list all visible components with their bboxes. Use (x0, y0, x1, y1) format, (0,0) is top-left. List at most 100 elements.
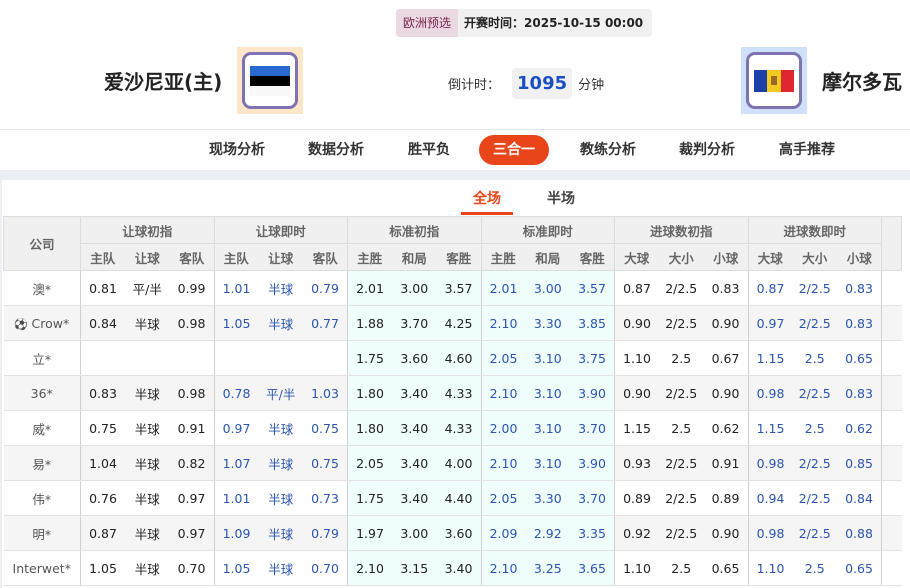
odds-cell: 3.70 (570, 410, 615, 446)
overflow-column-header (881, 216, 902, 271)
odds-cell: 2.01 (480, 270, 526, 306)
odds-cell: 4.60 (436, 340, 481, 376)
home-team-name[interactable]: 爱沙尼亚(主) (104, 70, 223, 94)
odds-cell: 0.97 (747, 305, 793, 341)
subtab-full-match[interactable]: 全场 (461, 186, 513, 215)
odds-cell: 2.09 (480, 515, 526, 551)
odds-cell: 0.62 (837, 410, 882, 446)
nav-tab-expert[interactable]: 高手推荐 (779, 142, 835, 158)
odds-cell (213, 340, 259, 376)
company-cell[interactable]: 伟* (3, 480, 81, 516)
countdown: 倒计时： 1095 分钟 (448, 68, 604, 99)
company-cell[interactable]: 明* (3, 515, 81, 551)
odds-cell: 半球 (258, 480, 303, 516)
odds-cell: 0.73 (303, 480, 348, 516)
odds-table: 公司 让球初指 让球即时 标准初指 标准即时 进球数初指 进球数即时 主队 让球 客队 主队 让球客… (3, 216, 902, 586)
table-row[interactable]: 伟* 0.76 半球 0.97 1.01 半球 0.73 1.75 3.40 4.40 2.05 3.… (3, 480, 902, 516)
odds-cell: 0.98 (169, 305, 214, 341)
sub-header: 主胜 (347, 243, 393, 271)
odds-cell (125, 340, 170, 376)
company-name: 威* (32, 421, 52, 437)
company-cell[interactable]: 威* (3, 410, 81, 446)
nav-tab-live[interactable]: 现场分析 (209, 142, 265, 158)
sub-header: 主队 (80, 243, 126, 271)
odds-cell: 3.40 (392, 480, 437, 516)
table-row[interactable]: Interwet* 1.05 半球 0.70 1.05 半球 0.70 2.10 3.15 3.4… (3, 550, 902, 586)
odds-cell: 0.87 (747, 270, 793, 306)
odds-cell: 2.5 (792, 410, 837, 446)
subtab-half-match[interactable]: 半场 (547, 191, 575, 207)
odds-cell: 2/2.5 (659, 480, 704, 516)
odds-cell: 1.75 (347, 340, 392, 376)
nav-tab-data[interactable]: 数据分析 (308, 142, 364, 158)
away-team-name[interactable]: 摩尔多瓦 (822, 70, 902, 94)
sub-header: 小球 (836, 243, 882, 271)
table-row[interactable]: 易* 1.04 半球 0.82 1.07 半球 0.75 2.05 3.40 4.00 2.10 3.… (3, 445, 902, 481)
odds-cell: 2.5 (792, 550, 837, 586)
kickoff-time: 开赛时间：2025-10-15 00:00 (458, 9, 653, 37)
overflow-cell (881, 550, 902, 586)
odds-cell: 2.10 (480, 445, 526, 481)
company-name: 易* (32, 456, 52, 472)
odds-cell: 1.01 (213, 270, 259, 306)
odds-cell: 3.15 (392, 550, 437, 586)
odds-cell: 半球 (125, 515, 170, 551)
nav-tab-1x2[interactable]: 胜平负 (408, 142, 450, 158)
table-row[interactable]: ⚽ Crow* 0.84 半球 0.98 1.05 半球 0.77 1.88 3.70 4.25 2… (3, 305, 902, 341)
odds-cell: 半球 (258, 410, 303, 446)
odds-cell: 1.03 (303, 375, 348, 411)
odds-cell: 3.40 (392, 375, 437, 411)
odds-cell: 0.98 (747, 515, 793, 551)
odds-cell: 0.98 (747, 375, 793, 411)
odds-cell: 0.90 (703, 375, 748, 411)
odds-cell: 1.15 (747, 410, 793, 446)
odds-cell: 半球 (125, 410, 170, 446)
odds-cell: 0.90 (614, 375, 659, 411)
odds-cell (258, 340, 303, 376)
company-cell[interactable]: ⚽ Crow* (3, 305, 81, 341)
company-cell[interactable]: 易* (3, 445, 81, 481)
odds-cell: 3.40 (392, 445, 437, 481)
odds-cell: 3.00 (392, 270, 437, 306)
odds-cell: 2/2.5 (792, 305, 837, 341)
odds-cell: 3.10 (525, 340, 570, 376)
table-row[interactable]: 明* 0.87 半球 0.97 1.09 半球 0.79 1.97 3.00 3.60 2.09 2.… (3, 515, 902, 551)
odds-cell: 2.5 (792, 340, 837, 376)
league-badge[interactable]: 欧洲预选 (396, 9, 459, 37)
table-row[interactable]: 澳* 0.81 平/半 0.99 1.01 半球 0.79 2.01 3.00 3.57 2.01 3… (3, 270, 902, 306)
home-team-flag[interactable] (237, 47, 303, 114)
nav-tab-three-in-one[interactable]: 三合一 (479, 135, 549, 165)
odds-cell: 半球 (125, 305, 170, 341)
odds-cell: 2.01 (347, 270, 392, 306)
company-cell[interactable]: Interwet* (3, 550, 81, 586)
odds-cell: 2.05 (480, 340, 526, 376)
odds-cell: 半球 (125, 480, 170, 516)
table-row[interactable]: 36* 0.83 半球 0.98 0.78 平/半 1.03 1.80 3.40 4.33 2.10… (3, 375, 902, 411)
odds-cell: 平/半 (125, 270, 170, 306)
odds-cell: 2/2.5 (659, 445, 704, 481)
odds-cell: 平/半 (258, 375, 303, 411)
company-cell[interactable]: 36* (3, 375, 81, 411)
odds-cell: 3.57 (570, 270, 615, 306)
company-cell[interactable]: 立* (3, 340, 81, 376)
company-cell[interactable]: 澳* (3, 270, 81, 306)
odds-cell: 半球 (258, 515, 303, 551)
table-row[interactable]: 立* 1.75 3.60 4.60 2.05 3.10 3.75 1.10 2.5 0.67 1.1… (3, 340, 902, 376)
odds-cell: 3.30 (525, 480, 570, 516)
odds-cell: 1.09 (213, 515, 259, 551)
odds-cell: 2/2.5 (792, 375, 837, 411)
sub-header: 和局 (525, 243, 571, 271)
nav-tab-referee[interactable]: 裁判分析 (679, 142, 735, 158)
nav-tab-coach[interactable]: 教练分析 (580, 142, 636, 158)
estonia-flag-icon (242, 52, 298, 109)
odds-cell: 2.5 (659, 410, 704, 446)
table-row[interactable]: 威* 0.75 半球 0.91 0.97 半球 0.75 1.80 3.40 4.33 2.00 3.… (3, 410, 902, 446)
away-team-flag[interactable] (741, 47, 807, 114)
odds-cell: 0.90 (614, 305, 659, 341)
odds-cell: 0.79 (303, 270, 348, 306)
odds-cell: 1.10 (614, 550, 659, 586)
odds-cell: 3.90 (570, 445, 615, 481)
odds-cell: 3.57 (436, 270, 481, 306)
sub-header: 客队 (302, 243, 348, 271)
countdown-label: 倒计时： (448, 78, 501, 93)
